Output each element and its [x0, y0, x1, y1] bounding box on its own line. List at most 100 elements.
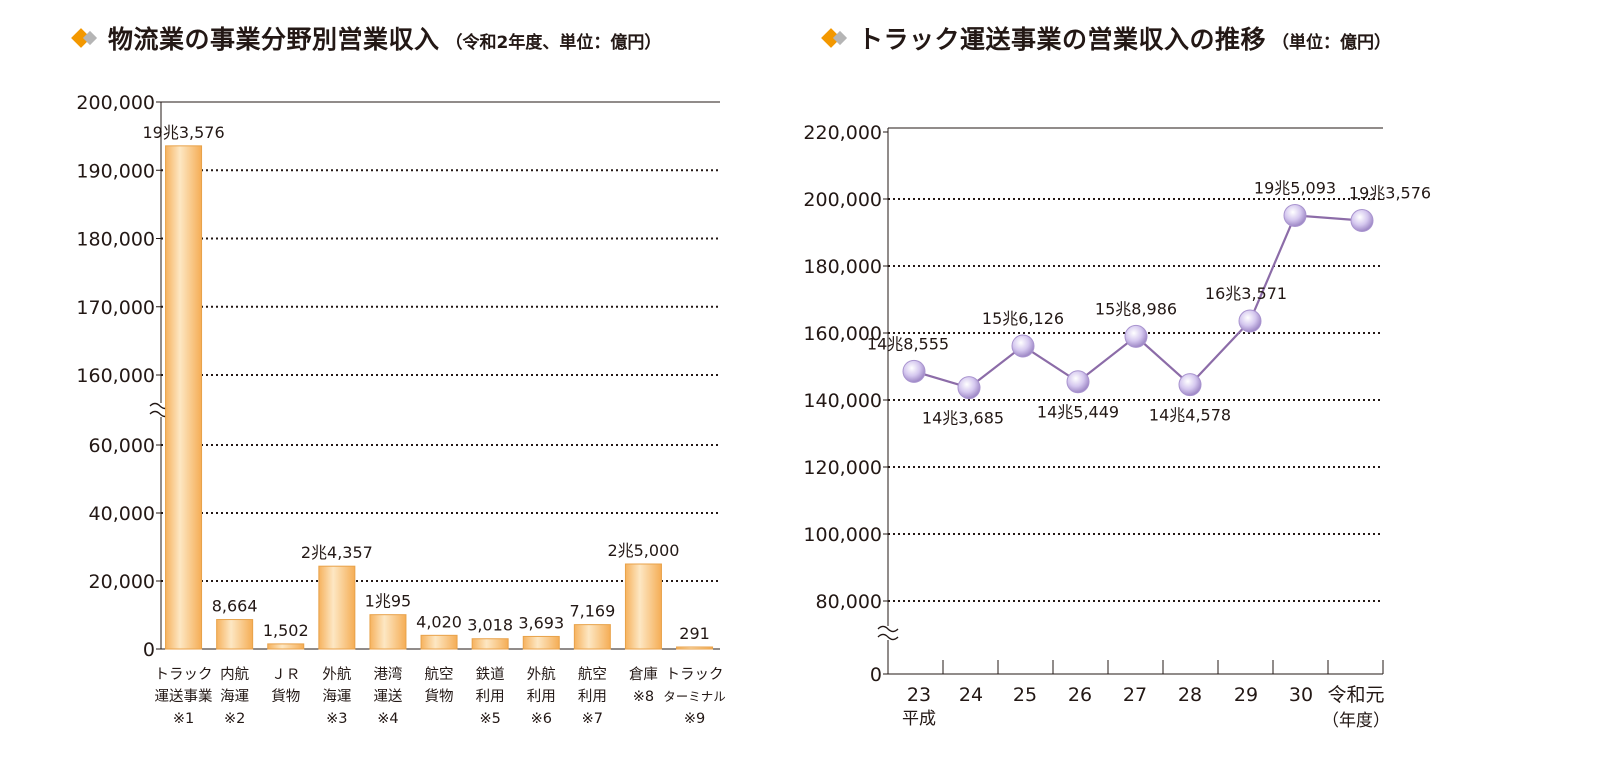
x-category-label: ＪＲ 貨物: [271, 667, 300, 705]
x-category-label: 航空貨物: [425, 666, 454, 705]
bar: [369, 614, 407, 650]
x-category-line: 港湾: [373, 666, 402, 683]
x-category-line: 外航: [322, 666, 351, 683]
x-category-line: ※8: [633, 689, 654, 705]
y-tick-label: 100,000: [803, 524, 882, 546]
y-tick-label: 220,000: [803, 122, 882, 144]
data-label: 15兆6,126: [982, 309, 1064, 328]
y-tick-label: 80,000: [816, 591, 882, 613]
left-title-unit: （令和2年度、単位：億円）: [445, 33, 662, 53]
bar-value-label: 4,020: [416, 612, 462, 631]
x-era-label: 平成: [902, 709, 936, 729]
data-label: 14兆3,685: [922, 409, 1004, 428]
y-tick-label: 140,000: [803, 390, 882, 412]
y-tick-label: 20,000: [89, 571, 155, 593]
data-label: 16兆3,571: [1205, 284, 1287, 303]
x-category-label: 鉄道利用 ※5: [476, 666, 505, 727]
data-point: [957, 376, 981, 400]
bar: [573, 624, 611, 650]
bar-chart: 0 20,000 40,000 60,000 160,000 170,000 180,000…: [76, 92, 726, 727]
bar: [471, 638, 509, 650]
x-category-line: ターミナル: [663, 689, 726, 704]
x-category-line: ※1: [173, 711, 194, 727]
y-tick-label: 170,000: [76, 297, 155, 319]
x-category-label: 外航海運 ※3: [322, 666, 351, 727]
x-tick-label: 24: [959, 684, 983, 706]
axis-break-icon: [877, 625, 899, 641]
x-category-line: ※3: [326, 711, 347, 727]
x-category-line: ※2: [224, 711, 245, 727]
y-tick-label: 120,000: [803, 457, 882, 479]
bar-value-label: 7,169: [569, 602, 615, 621]
data-point: [1350, 209, 1374, 233]
data-point: [1238, 309, 1262, 333]
bar-value-label: 3,018: [467, 616, 513, 635]
x-category-label: トラックターミナル ※9: [663, 666, 726, 727]
y-tick-label: 200,000: [803, 189, 882, 211]
y-tick-label: 200,000: [76, 92, 155, 114]
x-category-line: ※4: [377, 711, 398, 727]
x-category-line: 内航: [220, 666, 249, 683]
x-category-label: 内航海運 ※2: [220, 666, 249, 727]
x-tick-label: 23: [907, 684, 931, 706]
bar-value-label: 19兆3,576: [142, 123, 224, 142]
bar: [216, 619, 254, 650]
right-chart-title: トラック運送事業の営業収入の推移 （単位：億円）: [820, 20, 1391, 56]
bar-value-label: 2兆5,000: [607, 541, 679, 560]
data-label: 14兆4,578: [1149, 406, 1231, 425]
x-category-label: 外航利用 ※6: [527, 666, 556, 727]
bar-value-label: 8,664: [212, 597, 258, 616]
y-tick-label: 180,000: [803, 256, 882, 278]
x-tick-label: 29: [1234, 684, 1258, 706]
x-category-line: 運送: [373, 688, 402, 705]
x-category-label: 航空利用 ※7: [578, 666, 607, 727]
right-title-unit: （単位：億円）: [1272, 33, 1392, 53]
x-category-line: 海運: [220, 688, 249, 705]
x-tick-label: 令和元: [1327, 684, 1384, 706]
x-category-line: 倉庫: [629, 666, 658, 683]
y-tick-label: 190,000: [76, 160, 155, 182]
x-category-line: 利用: [527, 688, 556, 705]
x-category-line: トラック: [155, 666, 213, 683]
y-tick-label: 40,000: [89, 503, 155, 525]
data-point: [1283, 203, 1307, 227]
x-category-line: 貨物: [425, 688, 454, 705]
x-category-line: ※9: [684, 711, 705, 727]
x-category-label: トラック運送事業 ※1: [155, 666, 213, 727]
x-unit-label: （年度）: [1322, 711, 1390, 731]
x-category-line: 航空: [578, 666, 607, 683]
y-tick-label: 0: [870, 664, 882, 686]
y-tick-label: 180,000: [76, 229, 155, 251]
bar: [267, 643, 305, 650]
x-category-line: 運送事業: [155, 688, 213, 705]
bar-value-label: 2兆4,357: [301, 543, 373, 562]
bar: [165, 145, 203, 650]
data-point: [1011, 334, 1035, 358]
x-category-line: ※5: [479, 711, 500, 727]
x-category-line: トラック: [666, 666, 724, 683]
bar-value-label: 3,693: [518, 613, 564, 632]
y-tick-label: 60,000: [89, 435, 155, 457]
x-category-line: ※6: [531, 711, 552, 727]
data-point: [1124, 324, 1148, 348]
data-label: 15兆8,986: [1095, 299, 1177, 318]
data-point: [1066, 370, 1090, 394]
bar: [676, 646, 714, 650]
y-tick-label: 0: [143, 639, 155, 661]
x-category-line: ※7: [582, 711, 603, 727]
data-label: 14兆5,449: [1037, 403, 1119, 422]
bar-value-label: 1,502: [263, 621, 309, 640]
bar: [420, 634, 458, 650]
x-tick-label: 28: [1178, 684, 1202, 706]
x-tick-label: 27: [1123, 684, 1147, 706]
x-tick-label: 30: [1289, 684, 1313, 706]
x-tick-label: 26: [1068, 684, 1092, 706]
bar-value-label: 1兆95: [365, 592, 412, 611]
data-label: 19兆5,093: [1254, 178, 1336, 197]
data-label: 14兆8,555: [867, 334, 949, 353]
x-category-line: 海運: [322, 688, 351, 705]
data-label: 19兆3,576: [1349, 184, 1431, 203]
x-category-line: 外航: [527, 666, 556, 683]
bar: [522, 635, 560, 650]
left-chart-title: 物流業の事業分野別営業収入 （令和2年度、単位：億円）: [70, 20, 661, 56]
